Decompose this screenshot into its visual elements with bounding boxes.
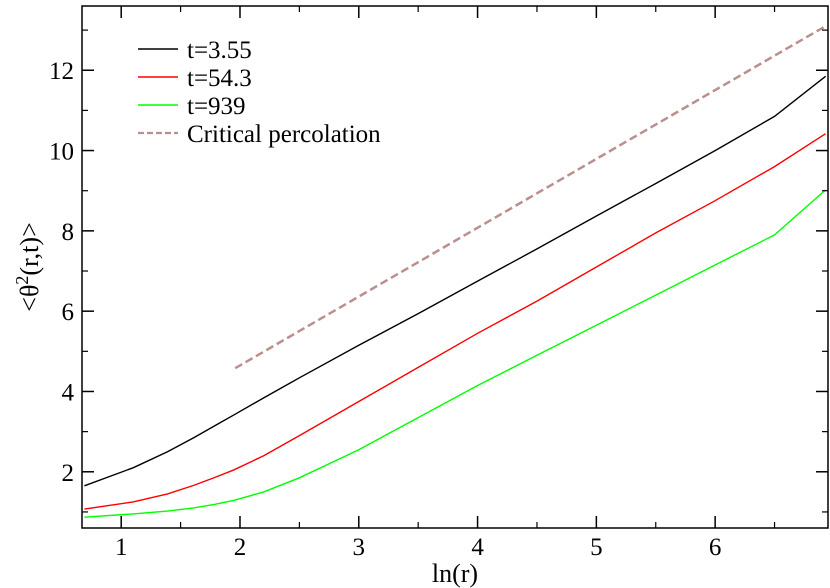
y-tick-label: 6 (62, 299, 75, 326)
y-tick-label: 10 (49, 139, 74, 166)
series-line-1 (84, 133, 826, 510)
axis-ticks (82, 6, 828, 528)
series-line-3 (234, 25, 827, 370)
y-axis-title: <θ2(r,t)> (12, 222, 44, 311)
x-tick-label: 3 (353, 534, 366, 561)
plot-area-border (81, 5, 829, 529)
x-axis-title: ln(r) (432, 559, 478, 588)
x-tick-label: 4 (471, 534, 484, 561)
y-tick-label: 12 (49, 58, 74, 85)
legend-label-3: Critical percolation (187, 121, 381, 148)
series-line-2 (84, 189, 827, 518)
plot-frame (81, 5, 829, 529)
y-tick-label: 2 (62, 460, 75, 487)
y-tick-label: 4 (62, 379, 75, 406)
legend-label-2: t=939 (187, 93, 246, 120)
y-tick-label: 8 (62, 219, 75, 246)
x-tick-label: 2 (234, 534, 247, 561)
y-axis-title-post: (r,t)> (15, 222, 44, 275)
y-axis-title-pre: <θ (15, 285, 44, 312)
x-tick-label: 5 (590, 534, 603, 561)
legend-label-1: t=54.3 (187, 65, 252, 92)
x-tick-label: 6 (709, 534, 722, 561)
legend-label-0: t=3.55 (187, 37, 252, 64)
x-tick-label: 1 (115, 534, 128, 561)
series-line-0 (84, 75, 827, 487)
y-axis-title-sup: 2 (12, 276, 32, 285)
series-lines (84, 25, 827, 518)
